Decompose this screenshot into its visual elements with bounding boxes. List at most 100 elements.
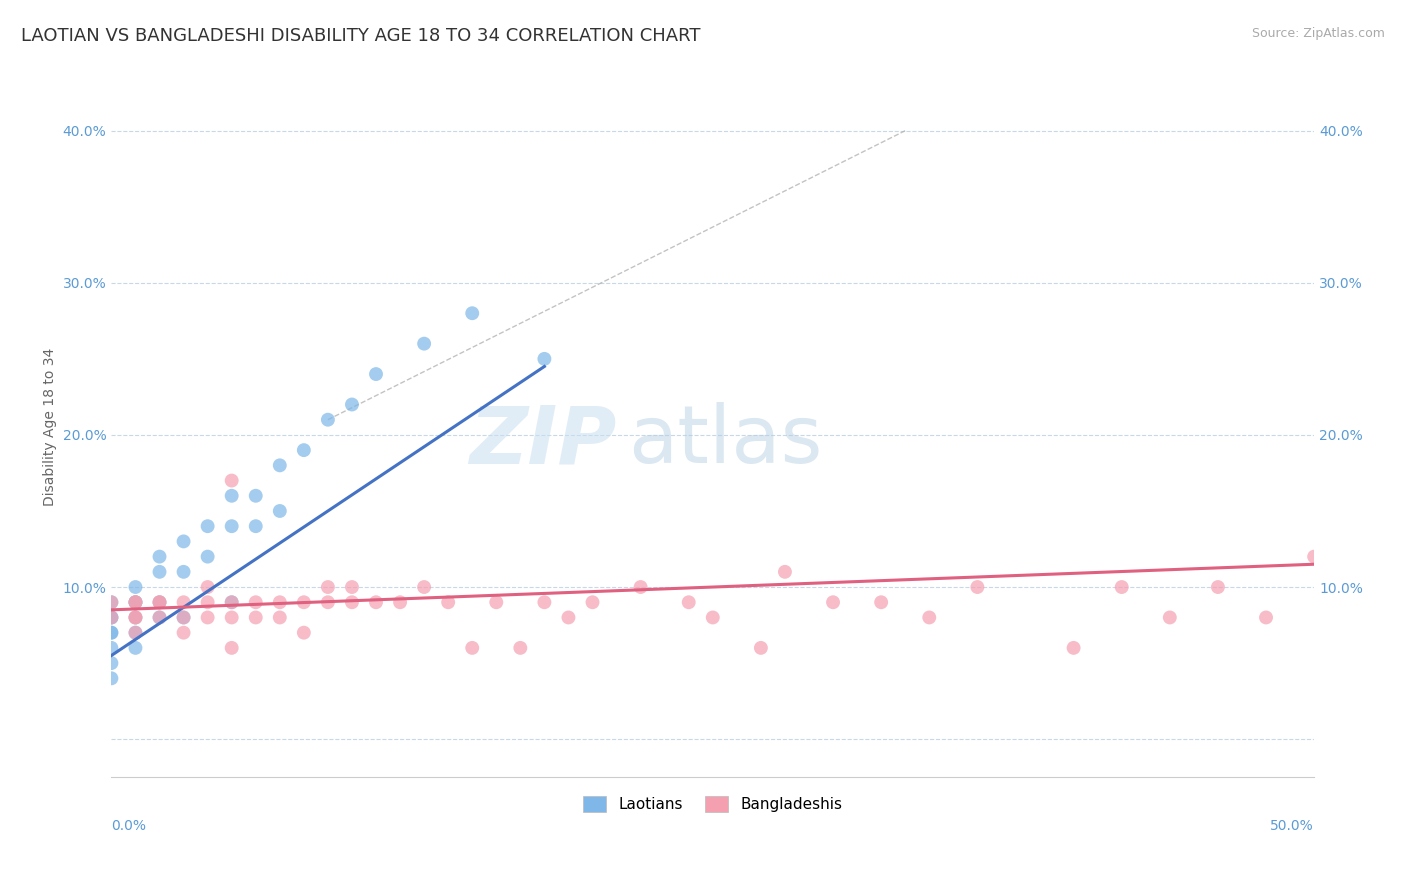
Point [124,580,146,594]
Point [509,640,531,655]
Point [245,595,267,609]
Point [221,489,243,503]
Point [533,351,555,366]
Point [100,625,122,640]
Point [389,595,412,609]
Point [197,580,219,594]
Point [221,640,243,655]
Point [173,534,195,549]
Point [221,519,243,533]
Point [221,474,243,488]
Text: 50.0%: 50.0% [1271,819,1315,833]
Point [413,580,436,594]
Point [221,595,243,609]
Point [461,640,484,655]
Point [749,640,772,655]
Point [148,595,170,609]
Text: Source: ZipAtlas.com: Source: ZipAtlas.com [1251,27,1385,40]
Point [124,595,146,609]
Point [221,610,243,624]
Text: LAOTIAN VS BANGLADESHI DISABILITY AGE 18 TO 34 CORRELATION CHART: LAOTIAN VS BANGLADESHI DISABILITY AGE 18… [21,27,700,45]
Point [269,595,291,609]
Point [148,565,170,579]
Point [245,489,267,503]
Point [1159,610,1181,624]
Point [340,580,363,594]
Point [245,610,267,624]
Point [124,610,146,624]
Point [221,595,243,609]
Point [533,595,555,609]
Point [197,519,219,533]
Point [100,610,122,624]
Point [124,640,146,655]
Point [173,565,195,579]
Point [173,625,195,640]
Point [173,595,195,609]
Point [1063,640,1085,655]
Point [100,610,122,624]
Point [364,367,387,381]
Point [485,595,508,609]
Text: 0.0%: 0.0% [111,819,146,833]
Point [340,595,363,609]
Point [124,595,146,609]
Point [269,458,291,473]
Point [1206,580,1229,594]
Point [1303,549,1326,564]
Point [100,671,122,685]
Point [245,519,267,533]
Text: atlas: atlas [628,402,823,480]
Point [100,610,122,624]
Point [124,595,146,609]
Legend: Laotians, Bangladeshis: Laotians, Bangladeshis [576,790,849,819]
Point [100,656,122,670]
Point [124,610,146,624]
Point [316,595,339,609]
Point [316,413,339,427]
Point [918,610,941,624]
Point [292,595,315,609]
Point [557,610,579,624]
Point [100,595,122,609]
Point [702,610,724,624]
Point [124,595,146,609]
Point [173,610,195,624]
Point [173,610,195,624]
Point [124,625,146,640]
Point [124,625,146,640]
Point [581,595,603,609]
Point [100,640,122,655]
Point [148,595,170,609]
Point [197,549,219,564]
Y-axis label: Disability Age 18 to 34: Disability Age 18 to 34 [44,348,58,507]
Point [630,580,652,594]
Text: ZIP: ZIP [470,402,617,480]
Point [461,306,484,320]
Point [821,595,844,609]
Point [148,610,170,624]
Point [678,595,700,609]
Point [148,549,170,564]
Point [292,443,315,458]
Point [197,595,219,609]
Point [100,595,122,609]
Point [413,336,436,351]
Point [437,595,460,609]
Point [269,610,291,624]
Point [100,625,122,640]
Point [292,625,315,640]
Point [124,610,146,624]
Point [316,580,339,594]
Point [364,595,387,609]
Point [870,595,893,609]
Point [197,610,219,624]
Point [269,504,291,518]
Point [148,610,170,624]
Point [773,565,796,579]
Point [1254,610,1277,624]
Point [340,397,363,411]
Point [148,595,170,609]
Point [1111,580,1133,594]
Point [966,580,988,594]
